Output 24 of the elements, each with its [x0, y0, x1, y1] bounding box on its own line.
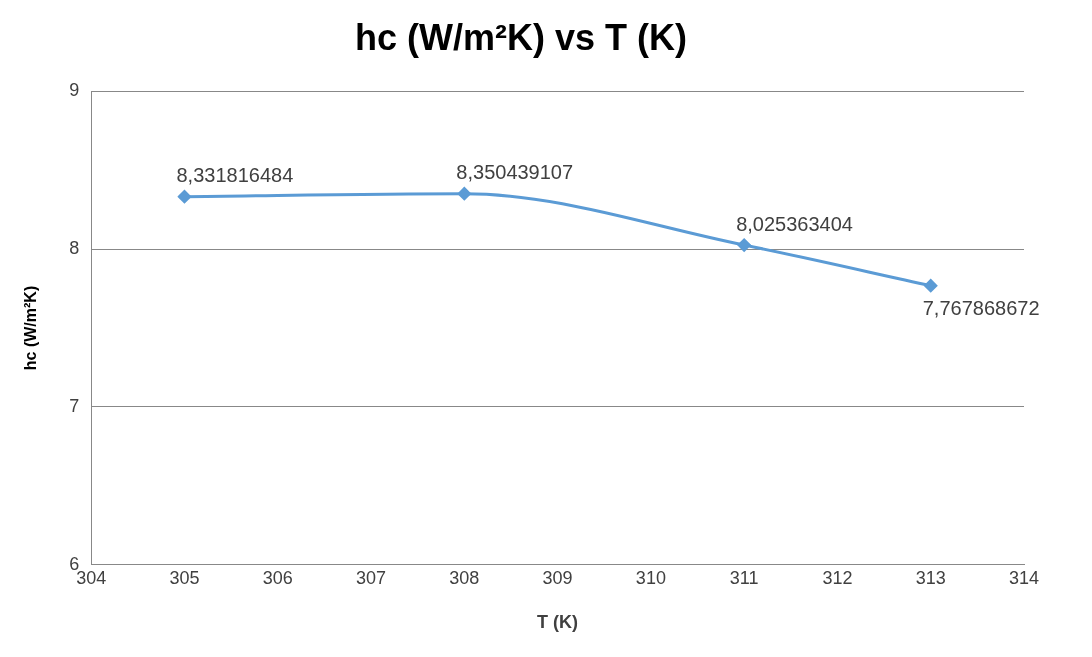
chart-title: hc (W/m²K) vs T (K): [355, 16, 687, 58]
data-label: 8,350439107: [456, 161, 574, 184]
point: [457, 187, 471, 201]
x-tick-label: 314: [1008, 567, 1040, 588]
x-tick-label: 312: [822, 567, 853, 588]
x-tick-label: 308: [449, 567, 480, 588]
x-tick-label: 311: [729, 567, 759, 588]
x-tick-label: 307: [356, 567, 387, 588]
x-tick-label: 310: [635, 567, 666, 588]
y-tick-label: 8: [69, 238, 80, 259]
y-axis-title: hc (W/m²K): [22, 285, 40, 371]
y-tick-label: 7: [69, 395, 80, 416]
x-tick-label: 306: [262, 567, 293, 588]
data-label: 7,767868672: [922, 297, 1040, 320]
point: [737, 238, 751, 252]
data-label: 8,025363404: [736, 212, 853, 235]
x-tick-label: 305: [169, 567, 200, 588]
point: [924, 279, 938, 293]
y-tick-label: 9: [69, 80, 80, 101]
data-label: 8,331816484: [176, 164, 294, 187]
point: [177, 190, 191, 204]
x-tick-label: 309: [542, 567, 573, 588]
x-tick-label: 313: [915, 567, 946, 588]
x-axis-title: T (K): [537, 612, 579, 633]
